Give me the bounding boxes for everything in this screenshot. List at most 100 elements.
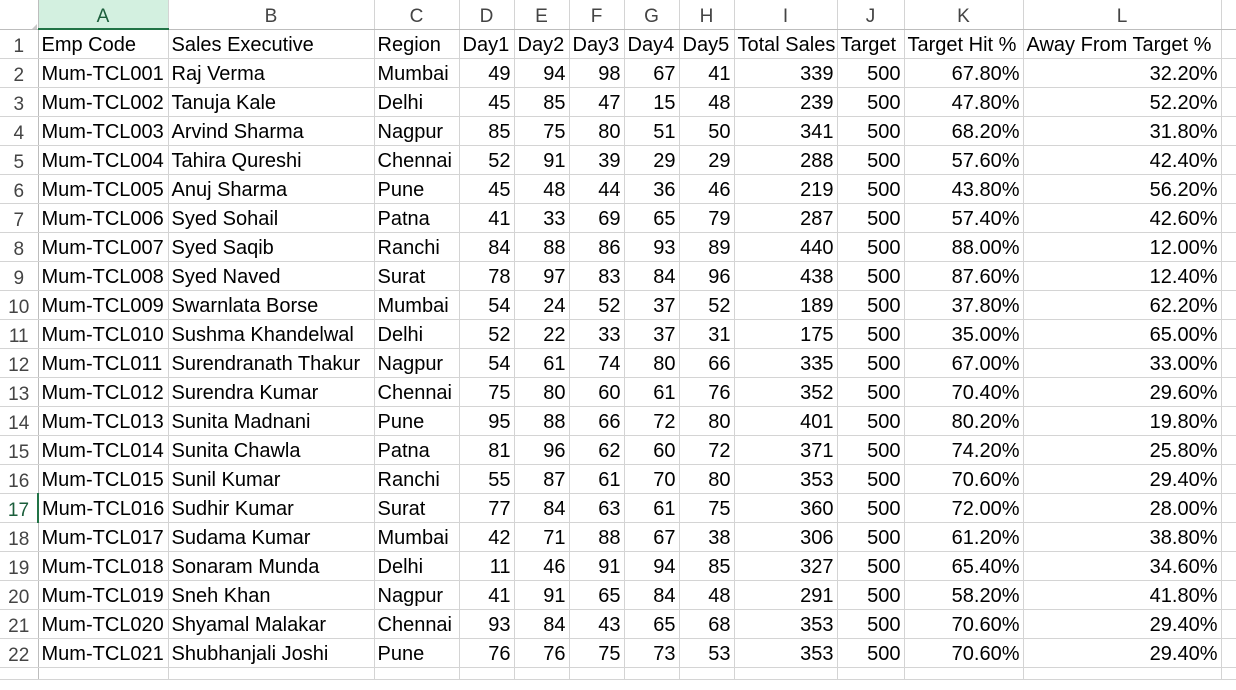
cell-target-hit[interactable]: 57.40% [904, 203, 1024, 233]
cell-region[interactable]: Pune [374, 406, 460, 436]
column-header-k[interactable]: K [904, 0, 1024, 30]
cell-sales-executive[interactable]: Tanuja Kale [168, 87, 375, 117]
cell-day5[interactable]: 50 [679, 116, 735, 146]
cell-day2[interactable]: 97 [514, 261, 570, 291]
cell-day1[interactable]: 81 [459, 435, 515, 465]
cell-day5[interactable]: 72 [679, 435, 735, 465]
cell-target-hit[interactable]: 70.40% [904, 377, 1024, 407]
cell-empty[interactable] [514, 667, 570, 680]
cell-emp-code[interactable]: Mum-TCL012 [38, 377, 169, 407]
cell-day4[interactable]: 80 [624, 348, 680, 378]
cell-total-sales[interactable]: 219 [734, 174, 838, 204]
cell-day3[interactable]: 52 [569, 290, 625, 320]
cell-empty[interactable] [1221, 377, 1236, 407]
cell-day3[interactable]: 98 [569, 58, 625, 88]
cell-emp-code[interactable]: Mum-TCL006 [38, 203, 169, 233]
cell-day4[interactable]: 94 [624, 551, 680, 581]
row-header[interactable]: 20 [0, 580, 39, 610]
cell-total-sales[interactable]: 291 [734, 580, 838, 610]
cell-total-sales[interactable]: 287 [734, 203, 838, 233]
row-header[interactable] [0, 667, 39, 680]
cell-sales-executive[interactable]: Sonaram Munda [168, 551, 375, 581]
row-header[interactable]: 12 [0, 348, 39, 378]
cell-day2[interactable]: 61 [514, 348, 570, 378]
column-header-overflow[interactable] [1221, 0, 1236, 30]
cell-empty[interactable] [1221, 348, 1236, 378]
cell-target-hit[interactable]: 37.80% [904, 290, 1024, 320]
cell-empty[interactable] [904, 667, 1024, 680]
cell-target[interactable]: 500 [837, 464, 905, 494]
cell-total-sales[interactable]: 189 [734, 290, 838, 320]
cell-region[interactable]: Nagpur [374, 348, 460, 378]
cell-sales-executive[interactable]: Tahira Qureshi [168, 145, 375, 175]
cell-away-from-target[interactable]: 32.20% [1023, 58, 1222, 88]
cell-sales-executive[interactable]: Shubhanjali Joshi [168, 638, 375, 668]
cell-empty[interactable] [1221, 638, 1236, 668]
row-header[interactable]: 7 [0, 203, 39, 233]
cell-empty[interactable] [1221, 609, 1236, 639]
cell-day5[interactable]: 46 [679, 174, 735, 204]
cell-empty[interactable] [734, 667, 838, 680]
cell-header-target-hit[interactable]: Target Hit % [904, 29, 1024, 59]
row-header[interactable]: 6 [0, 174, 39, 204]
cell-day5[interactable]: 80 [679, 464, 735, 494]
cell-emp-code[interactable]: Mum-TCL014 [38, 435, 169, 465]
cell-target-hit[interactable]: 70.60% [904, 638, 1024, 668]
cell-day2[interactable]: 24 [514, 290, 570, 320]
cell-day3[interactable]: 69 [569, 203, 625, 233]
cell-region[interactable]: Chennai [374, 609, 460, 639]
column-header-e[interactable]: E [514, 0, 570, 30]
cell-emp-code[interactable]: Mum-TCL017 [38, 522, 169, 552]
cell-day1[interactable]: 76 [459, 638, 515, 668]
cell-empty[interactable] [1221, 261, 1236, 291]
cell-region[interactable]: Pune [374, 638, 460, 668]
column-header-h[interactable]: H [679, 0, 735, 30]
cell-day2[interactable]: 88 [514, 406, 570, 436]
row-header[interactable]: 18 [0, 522, 39, 552]
column-header-a[interactable]: A [38, 0, 169, 30]
cell-total-sales[interactable]: 353 [734, 609, 838, 639]
cell-emp-code[interactable]: Mum-TCL015 [38, 464, 169, 494]
cell-region[interactable]: Nagpur [374, 580, 460, 610]
cell-day4[interactable]: 84 [624, 580, 680, 610]
cell-target[interactable]: 500 [837, 145, 905, 175]
cell-region[interactable]: Nagpur [374, 116, 460, 146]
row-header[interactable]: 4 [0, 116, 39, 146]
cell-day3[interactable]: 65 [569, 580, 625, 610]
cell-target[interactable]: 500 [837, 493, 905, 523]
cell-total-sales[interactable]: 288 [734, 145, 838, 175]
cell-day1[interactable]: 55 [459, 464, 515, 494]
select-all-corner[interactable] [0, 0, 39, 30]
cell-day1[interactable]: 52 [459, 319, 515, 349]
cell-empty[interactable] [374, 667, 460, 680]
cell-target-hit[interactable]: 61.20% [904, 522, 1024, 552]
cell-empty[interactable] [1221, 232, 1236, 262]
row-header[interactable]: 5 [0, 145, 39, 175]
cell-header-day3[interactable]: Day3 [569, 29, 625, 59]
cell-header-target[interactable]: Target [837, 29, 905, 59]
cell-target[interactable]: 500 [837, 580, 905, 610]
cell-day2[interactable]: 94 [514, 58, 570, 88]
cell-day2[interactable]: 88 [514, 232, 570, 262]
cell-away-from-target[interactable]: 19.80% [1023, 406, 1222, 436]
cell-target[interactable]: 500 [837, 348, 905, 378]
cell-target-hit[interactable]: 43.80% [904, 174, 1024, 204]
cell-day4[interactable]: 84 [624, 261, 680, 291]
cell-day5[interactable]: 41 [679, 58, 735, 88]
cell-day2[interactable]: 71 [514, 522, 570, 552]
cell-day5[interactable]: 76 [679, 377, 735, 407]
cell-day1[interactable]: 95 [459, 406, 515, 436]
row-header[interactable]: 14 [0, 406, 39, 436]
cell-empty[interactable] [1221, 580, 1236, 610]
cell-empty[interactable] [569, 667, 625, 680]
cell-emp-code[interactable]: Mum-TCL020 [38, 609, 169, 639]
cell-region[interactable]: Patna [374, 203, 460, 233]
cell-day3[interactable]: 47 [569, 87, 625, 117]
cell-target-hit[interactable]: 88.00% [904, 232, 1024, 262]
cell-empty[interactable] [1221, 145, 1236, 175]
cell-sales-executive[interactable]: Sudama Kumar [168, 522, 375, 552]
cell-target[interactable]: 500 [837, 377, 905, 407]
column-header-c[interactable]: C [374, 0, 460, 30]
cell-header-away-from-target[interactable]: Away From Target % [1023, 29, 1222, 59]
cell-day1[interactable]: 49 [459, 58, 515, 88]
